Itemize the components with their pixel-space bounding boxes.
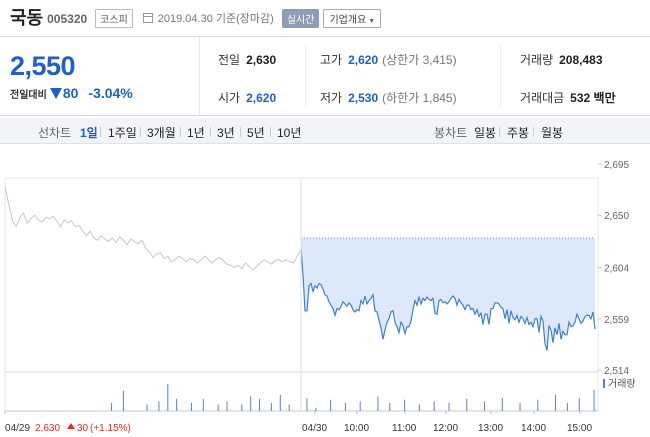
prev-day-close: 2,630 bbox=[35, 423, 60, 434]
divider bbox=[305, 43, 306, 109]
stat-amount: 거래대금 532 백만 bbox=[520, 89, 616, 106]
tab-1week[interactable]: 1주일 bbox=[108, 126, 137, 140]
stat-value: 2,620 bbox=[246, 91, 277, 105]
x-tick-label: 11:00 bbox=[392, 423, 417, 434]
chart-tabs: 선차트 1일 1주일 3개월 1년 3년 5년 10년 봉차트 일봉 주봉 월봉 bbox=[0, 118, 650, 144]
tab-weekly-candle[interactable]: 주봉 bbox=[507, 126, 530, 140]
today-price-line bbox=[300, 249, 596, 351]
current-price: 2,550 bbox=[10, 51, 76, 81]
stat-prev-close: 전일 2,630 bbox=[218, 51, 276, 68]
y-tick-label: 2,514 bbox=[604, 366, 629, 377]
market-badge: 코스피 bbox=[95, 8, 133, 28]
stat-label: 거래대금 bbox=[520, 91, 565, 105]
y-tick-label: 2,604 bbox=[604, 264, 629, 275]
stat-value: 2,620 bbox=[348, 53, 379, 67]
price-summary: 2,550 전일대비 80 -3.04% 전일 2,630 고가 2,620 (상한가… bbox=[0, 36, 650, 116]
stat-label: 전일 bbox=[218, 53, 241, 67]
stat-volume: 거래량 208,483 bbox=[520, 51, 603, 68]
tab-separator bbox=[270, 127, 271, 137]
x-tick-label: 15:00 bbox=[567, 423, 592, 434]
tab-separator bbox=[180, 127, 181, 137]
tab-separator bbox=[499, 127, 500, 137]
divider bbox=[500, 43, 501, 109]
stat-label: 저가 bbox=[320, 91, 343, 105]
stat-unit: 백만 bbox=[593, 91, 616, 105]
change-value: 80 bbox=[62, 85, 79, 101]
prev-day-line bbox=[4, 186, 302, 271]
up-arrow-icon bbox=[67, 423, 75, 429]
candle-chart-label: 봉차트 bbox=[434, 126, 468, 140]
tab-10year[interactable]: 10년 bbox=[277, 126, 302, 140]
tab-3month[interactable]: 3개월 bbox=[147, 126, 176, 140]
tab-separator bbox=[240, 127, 241, 137]
stat-value: 532 bbox=[570, 91, 591, 105]
x-tick-label: 13:00 bbox=[478, 423, 503, 434]
down-arrow-icon bbox=[49, 87, 62, 99]
stat-value: 2,530 bbox=[348, 91, 379, 105]
date-text: 2019.04.30 기준(장마감) bbox=[157, 13, 274, 25]
company-overview-button[interactable]: 기업개요 ▼ bbox=[323, 8, 382, 28]
x-tick-label: 12:00 bbox=[433, 423, 458, 434]
x-tick-label: 10:00 bbox=[344, 423, 369, 434]
stat-sub: (하한가 1,845) bbox=[382, 91, 457, 105]
today-fill-area bbox=[301, 237, 595, 351]
prev-day-change: 30 bbox=[77, 423, 89, 434]
chevron-down-icon: ▼ bbox=[368, 17, 376, 25]
date-info: 2019.04.30 기준(장마감) bbox=[142, 10, 274, 26]
stock-header: 국동 005320 코스피 2019.04.30 기준(장마감) 실시간 기업개… bbox=[0, 0, 650, 34]
company-overview-label: 기업개요 bbox=[329, 14, 367, 26]
stat-value: 2,630 bbox=[246, 53, 277, 67]
x-tick-label: 14:00 bbox=[521, 423, 546, 434]
stat-sub: (상한가 3,415) bbox=[382, 53, 457, 67]
y-tick-label: 2,559 bbox=[604, 315, 629, 326]
price-chart[interactable]: 2,695 2,650 2,604 2,559 2,514 거래량 04/29 04/30 10… bbox=[0, 146, 650, 437]
line-chart-label: 선차트 bbox=[38, 126, 72, 140]
tab-separator bbox=[140, 127, 141, 137]
change-label: 전일대비 bbox=[10, 89, 47, 101]
tab-monthly-candle[interactable]: 월봉 bbox=[541, 126, 564, 140]
stat-low: 저가 2,530 (하한가 1,845) bbox=[320, 89, 457, 106]
stat-value: 208,483 bbox=[559, 53, 603, 67]
tab-1year[interactable]: 1년 bbox=[187, 126, 205, 140]
tab-5year[interactable]: 5년 bbox=[247, 126, 265, 140]
x-tick-label: 04/30 bbox=[302, 423, 327, 434]
volume-legend-label: 거래량 bbox=[608, 378, 636, 390]
calendar-icon bbox=[142, 13, 153, 23]
current-price-box: 2,550 전일대비 80 -3.04% bbox=[0, 37, 200, 116]
y-tick-label: 2,695 bbox=[604, 160, 629, 171]
tab-3year[interactable]: 3년 bbox=[217, 126, 235, 140]
stat-open: 시가 2,620 bbox=[218, 89, 276, 106]
tab-separator bbox=[100, 127, 101, 137]
change-row: 전일대비 80 -3.04% bbox=[10, 85, 133, 101]
tab-separator bbox=[533, 127, 534, 137]
tab-daily-candle[interactable]: 일봉 bbox=[474, 126, 497, 140]
tab-1day[interactable]: 1일 bbox=[80, 126, 98, 140]
stock-name: 국동 bbox=[10, 8, 44, 28]
stock-code: 005320 bbox=[47, 11, 88, 26]
prev-day-change-pct: (+1.15%) bbox=[90, 423, 131, 434]
volume-legend-swatch bbox=[603, 379, 605, 388]
stat-label: 시가 bbox=[218, 91, 241, 105]
y-tick-label: 2,650 bbox=[604, 211, 629, 222]
change-percent: -3.04% bbox=[88, 85, 133, 101]
stat-label: 거래량 bbox=[520, 53, 554, 67]
stat-label: 고가 bbox=[320, 53, 343, 67]
tab-separator bbox=[210, 127, 211, 137]
realtime-button[interactable]: 실시간 bbox=[281, 8, 320, 28]
stat-high: 고가 2,620 (상한가 3,415) bbox=[320, 51, 457, 68]
x-tick-label: 04/29 bbox=[5, 423, 30, 434]
